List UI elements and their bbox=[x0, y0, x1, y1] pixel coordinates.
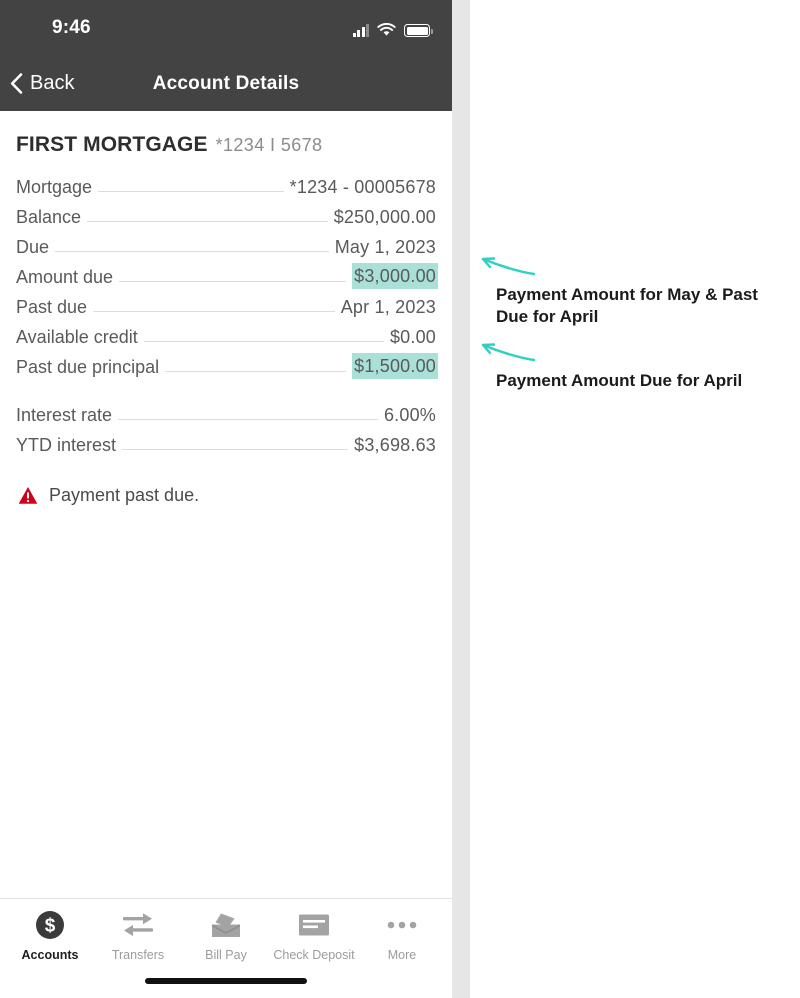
leader-line bbox=[55, 251, 329, 252]
detail-label: Mortgage bbox=[16, 177, 93, 197]
tab-label: Check Deposit bbox=[273, 948, 355, 962]
account-number: *1234 I 5678 bbox=[215, 135, 323, 155]
detail-value: $1,500.00 bbox=[352, 353, 438, 379]
tab-transfers[interactable]: Transfers bbox=[94, 911, 182, 962]
detail-value: $0.00 bbox=[389, 327, 436, 347]
leader-line bbox=[87, 221, 328, 222]
leader-line bbox=[93, 311, 335, 312]
wifi-icon bbox=[377, 23, 396, 36]
annotation-text: Payment Amount Due for April bbox=[496, 371, 743, 390]
account-name: FIRST MORTGAGE bbox=[16, 133, 208, 156]
detail-label: Past due principal bbox=[16, 357, 160, 377]
detail-value: Apr 1, 2023 bbox=[340, 297, 436, 317]
detail-row: Past due Apr 1, 2023 bbox=[16, 289, 436, 319]
detail-row: Past due principal $1,500.00 bbox=[16, 349, 438, 379]
svg-text:$: $ bbox=[45, 916, 56, 937]
detail-value: May 1, 2023 bbox=[334, 237, 436, 257]
detail-row: YTD interest $3,698.63 bbox=[16, 427, 436, 457]
back-label: Back bbox=[30, 72, 75, 94]
detail-row: Available credit $0.00 bbox=[16, 319, 436, 349]
detail-value: 6.00% bbox=[383, 405, 436, 425]
leader-line bbox=[119, 281, 347, 282]
warning-triangle-icon bbox=[18, 487, 38, 504]
detail-row: Mortgage *1234 - 00005678 bbox=[16, 169, 436, 199]
detail-label: Interest rate bbox=[16, 405, 113, 425]
detail-row: Due May 1, 2023 bbox=[16, 229, 436, 259]
past-due-alert: Payment past due. bbox=[0, 457, 452, 506]
detail-label: Past due bbox=[16, 297, 88, 317]
dollar-coin-icon: $ bbox=[35, 911, 65, 939]
battery-icon bbox=[404, 24, 433, 37]
detail-label: YTD interest bbox=[16, 435, 117, 455]
account-detail-list: Mortgage *1234 - 00005678 Balance $250,000.… bbox=[0, 157, 452, 457]
leader-line bbox=[122, 449, 349, 450]
status-bar: 9:46 bbox=[0, 0, 452, 56]
leader-line bbox=[98, 191, 284, 192]
back-button[interactable]: Back bbox=[10, 72, 74, 95]
detail-value: $250,000.00 bbox=[333, 207, 436, 227]
ellipsis-icon bbox=[387, 911, 417, 939]
cellular-signal-icon bbox=[352, 24, 369, 37]
detail-row: Amount due $3,000.00 bbox=[16, 259, 438, 289]
home-indicator bbox=[145, 978, 307, 984]
check-card-icon bbox=[298, 911, 330, 939]
envelope-icon bbox=[210, 911, 242, 939]
detail-row: Interest rate 6.00% bbox=[16, 397, 436, 427]
annotation-text: Payment Amount for May & Past Due for Ap… bbox=[496, 285, 758, 326]
tab-accounts[interactable]: $ Accounts bbox=[6, 911, 94, 962]
leader-line bbox=[118, 419, 378, 420]
status-icons bbox=[352, 18, 433, 37]
phone-screenshot: 9:46 Back Account Details bbox=[0, 0, 452, 998]
curved-arrow-left-icon bbox=[478, 252, 536, 278]
row-group-separator bbox=[16, 379, 436, 397]
tab-label: Transfers bbox=[111, 948, 165, 962]
chevron-left-icon bbox=[10, 73, 23, 94]
status-clock: 9:46 bbox=[52, 17, 91, 38]
nav-bar: Back Account Details bbox=[0, 56, 452, 111]
transfer-arrows-icon bbox=[122, 911, 154, 939]
detail-value: *1234 - 00005678 bbox=[289, 177, 436, 197]
tab-bar: $ Accounts Transfers Bill Pay Check Deposit M… bbox=[0, 898, 452, 998]
alert-text: Payment past due. bbox=[49, 485, 200, 505]
tab-bill-pay[interactable]: Bill Pay bbox=[182, 911, 270, 962]
curved-arrow-left-icon bbox=[478, 338, 536, 364]
annotation-layer: Payment Amount for May & Past Due for Ap… bbox=[470, 0, 800, 998]
tab-label: More bbox=[387, 948, 417, 962]
tab-label: Bill Pay bbox=[205, 948, 247, 962]
account-header: FIRST MORTGAGE *1234 I 5678 bbox=[0, 111, 452, 157]
detail-value: $3,000.00 bbox=[352, 263, 438, 289]
panel-divider bbox=[452, 0, 470, 998]
detail-label: Available credit bbox=[16, 327, 138, 347]
tab-more[interactable]: More bbox=[358, 911, 446, 962]
detail-label: Balance bbox=[16, 207, 82, 227]
detail-value: $3,698.63 bbox=[354, 435, 436, 455]
tab-check-deposit[interactable]: Check Deposit bbox=[270, 911, 358, 962]
detail-row: Balance $250,000.00 bbox=[16, 199, 436, 229]
leader-line bbox=[143, 341, 384, 342]
tab-label: Accounts bbox=[21, 948, 79, 962]
detail-label: Amount due bbox=[16, 267, 114, 287]
detail-label: Due bbox=[16, 237, 50, 257]
leader-line bbox=[165, 371, 347, 372]
